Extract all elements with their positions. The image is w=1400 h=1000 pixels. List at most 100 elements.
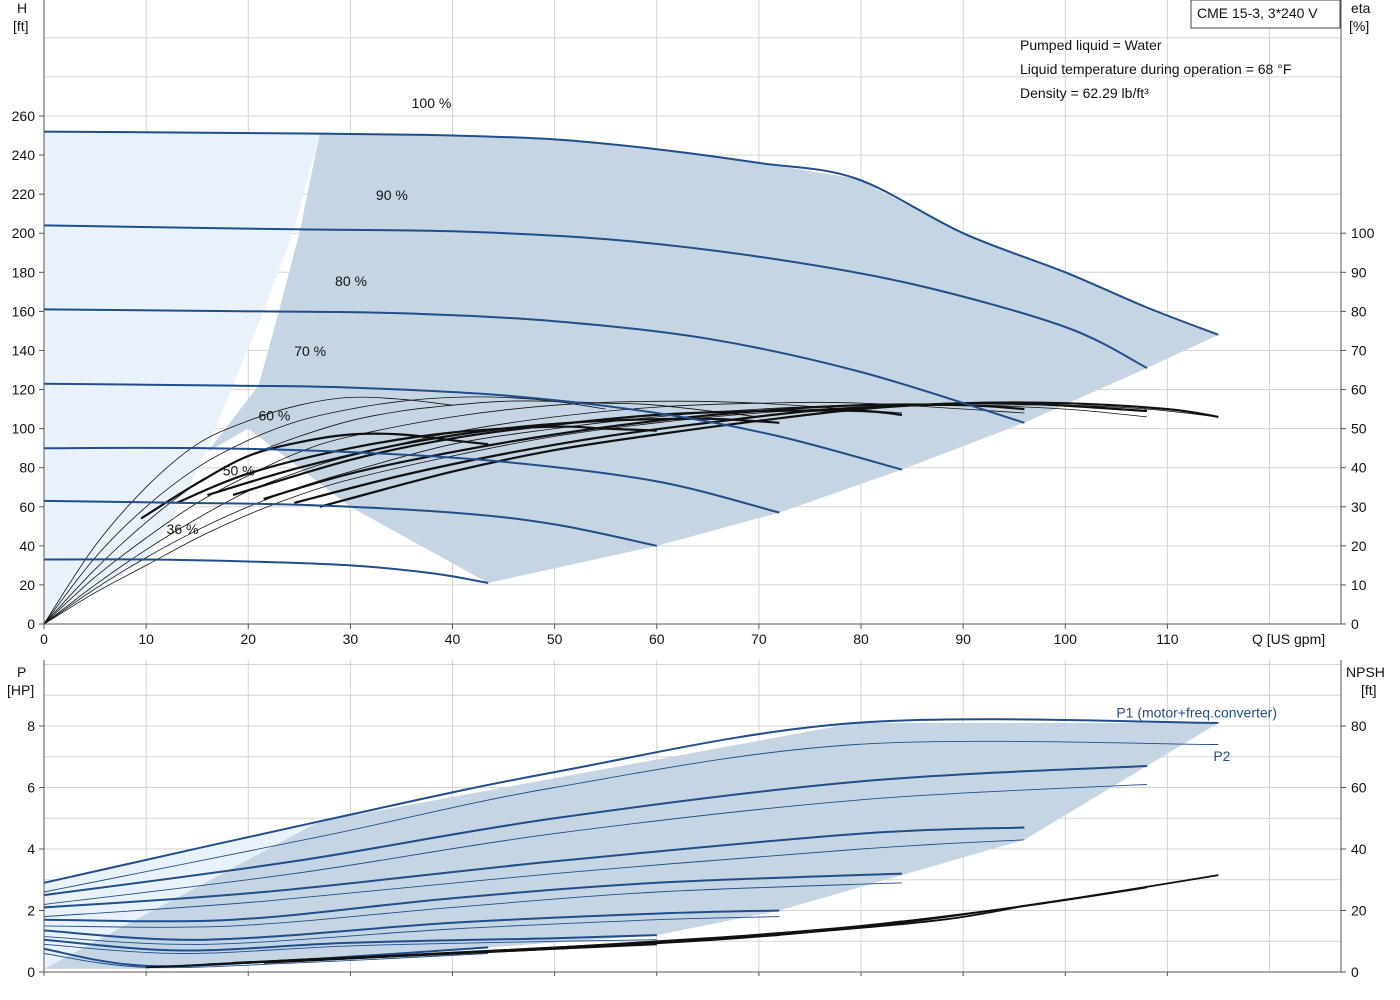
x-tick-label: 60 (649, 631, 665, 647)
p1-curve (43, 718, 1219, 884)
efficiency-curve (232, 409, 903, 497)
y-tick-label: 180 (12, 264, 36, 280)
speed-label: 80 % (335, 273, 367, 289)
head-curve (43, 558, 489, 584)
y-tick-label: 20 (19, 577, 35, 593)
x-tick-label: 10 (138, 631, 154, 647)
p2-curve (43, 783, 1148, 905)
p-tick-label: 0 (27, 964, 35, 980)
x-tick-label: 90 (955, 631, 971, 647)
x-tick-label: 50 (547, 631, 563, 647)
p-tick-label: 4 (27, 841, 35, 857)
speed-label: 70 % (294, 343, 326, 359)
y2-axis-label: eta (1351, 0, 1371, 16)
efficiency-curves (43, 396, 1219, 625)
efficiency-curve (43, 400, 759, 625)
x-tick-label: 110 (1156, 631, 1179, 647)
y-axis-label: H (17, 0, 27, 16)
p-tick-label: 8 (27, 718, 35, 734)
x-tick-label: 40 (445, 631, 461, 647)
y2-axis-unit: [%] (1349, 18, 1369, 34)
x-tick-label: 30 (343, 631, 359, 647)
x-tick-label: 20 (240, 631, 256, 647)
y2-tick-label: 80 (1351, 303, 1367, 319)
npsh-axis-label: NPSH (1346, 664, 1385, 680)
head-curve (43, 224, 1148, 369)
p-tick-label: 6 (27, 780, 35, 796)
x-tick-label: 80 (853, 631, 869, 647)
p2-curves (43, 740, 1219, 969)
p1-curve (43, 934, 657, 952)
speed-label: 90 % (376, 187, 408, 203)
model-title: CME 15-3, 3*240 V (1197, 5, 1318, 21)
npsh-tick-label: 20 (1351, 903, 1367, 919)
efficiency-curve (319, 401, 1219, 508)
series-label: P1 (motor+freq.converter) (1116, 705, 1277, 721)
operating-range-area (207, 133, 1219, 583)
head-curve (43, 308, 1025, 424)
y-axis-unit: [ft] (13, 18, 29, 34)
npsh-curve (319, 874, 1219, 961)
p2-curve (43, 839, 1025, 918)
y-tick-label: 100 (12, 421, 36, 437)
efficiency-curve (43, 396, 453, 625)
npsh-axis-unit: [ft] (1361, 682, 1377, 698)
y2-tick-label: 30 (1351, 499, 1367, 515)
y-tick-label: 220 (12, 186, 36, 202)
p2-curve (43, 740, 1219, 893)
speed-label: 100 % (412, 95, 452, 111)
p1-curve (43, 909, 780, 941)
y-tick-label: 200 (12, 225, 36, 241)
head-curve (43, 382, 903, 471)
y2-tick-label: 90 (1351, 264, 1367, 280)
p-axis-label: P (17, 664, 26, 680)
npsh-tick-label: 60 (1351, 780, 1367, 796)
p1-curve (43, 765, 1148, 897)
y-tick-label: 120 (12, 382, 36, 398)
p-tick-label: 2 (27, 903, 35, 919)
p1-curves (43, 718, 1219, 968)
y2-tick-label: 60 (1351, 382, 1367, 398)
head-curves (43, 130, 1219, 584)
y-tick-label: 0 (27, 616, 35, 632)
speed-label: 36 % (167, 521, 199, 537)
efficiency-curve (43, 404, 1219, 625)
p1-curve (43, 872, 902, 923)
x-tick-label: 0 (40, 631, 48, 647)
power-operating-range-area (44, 722, 1219, 969)
p-axis-unit: [HP] (7, 682, 34, 698)
y-tick-label: 140 (12, 342, 36, 358)
head-curve (43, 446, 780, 514)
y-tick-label: 160 (12, 303, 36, 319)
npsh-tick-label: 40 (1351, 841, 1367, 857)
y2-tick-label: 100 (1351, 225, 1375, 241)
p2-curve (43, 882, 902, 928)
x-tick-label: 70 (751, 631, 767, 647)
npsh-tick-label: 80 (1351, 718, 1367, 734)
pumped-liquid-info: Pumped liquid = Water (1020, 37, 1162, 53)
y-tick-label: 260 (12, 108, 36, 124)
series-label: P2 (1213, 748, 1230, 764)
npsh-tick-label: 0 (1351, 964, 1359, 980)
y-tick-label: 60 (19, 499, 35, 515)
p2-curve (43, 953, 489, 969)
power-npsh-panel: P1 (motor+freq.converter)P20246802040608… (7, 660, 1385, 980)
y2-tick-label: 70 (1351, 342, 1367, 358)
speed-label: 60 % (258, 408, 290, 424)
x-axis-label: Q [US gpm] (1252, 631, 1325, 647)
model-title-box (1190, 0, 1341, 29)
y2-tick-label: 50 (1351, 421, 1367, 437)
p2-curve (43, 939, 657, 954)
p1-curve (43, 826, 1025, 909)
efficiency-curve (43, 396, 606, 625)
head-efficiency-panel: 100 % 90 % 80 % 70 % 60 % 50 % 36 % 0 20 40 60 80 10… (12, 0, 1375, 647)
head-curve (43, 499, 658, 547)
y2-tick-label: 0 (1351, 616, 1359, 632)
npsh-curves (146, 874, 1219, 969)
y-tick-label: 240 (12, 147, 36, 163)
y2-tick-label: 20 (1351, 538, 1367, 554)
p2-curve (43, 916, 780, 945)
x-tick-label: 100 (1054, 631, 1078, 647)
pumped-liquid-info: Density = 62.29 lb/ft³ (1020, 85, 1149, 101)
